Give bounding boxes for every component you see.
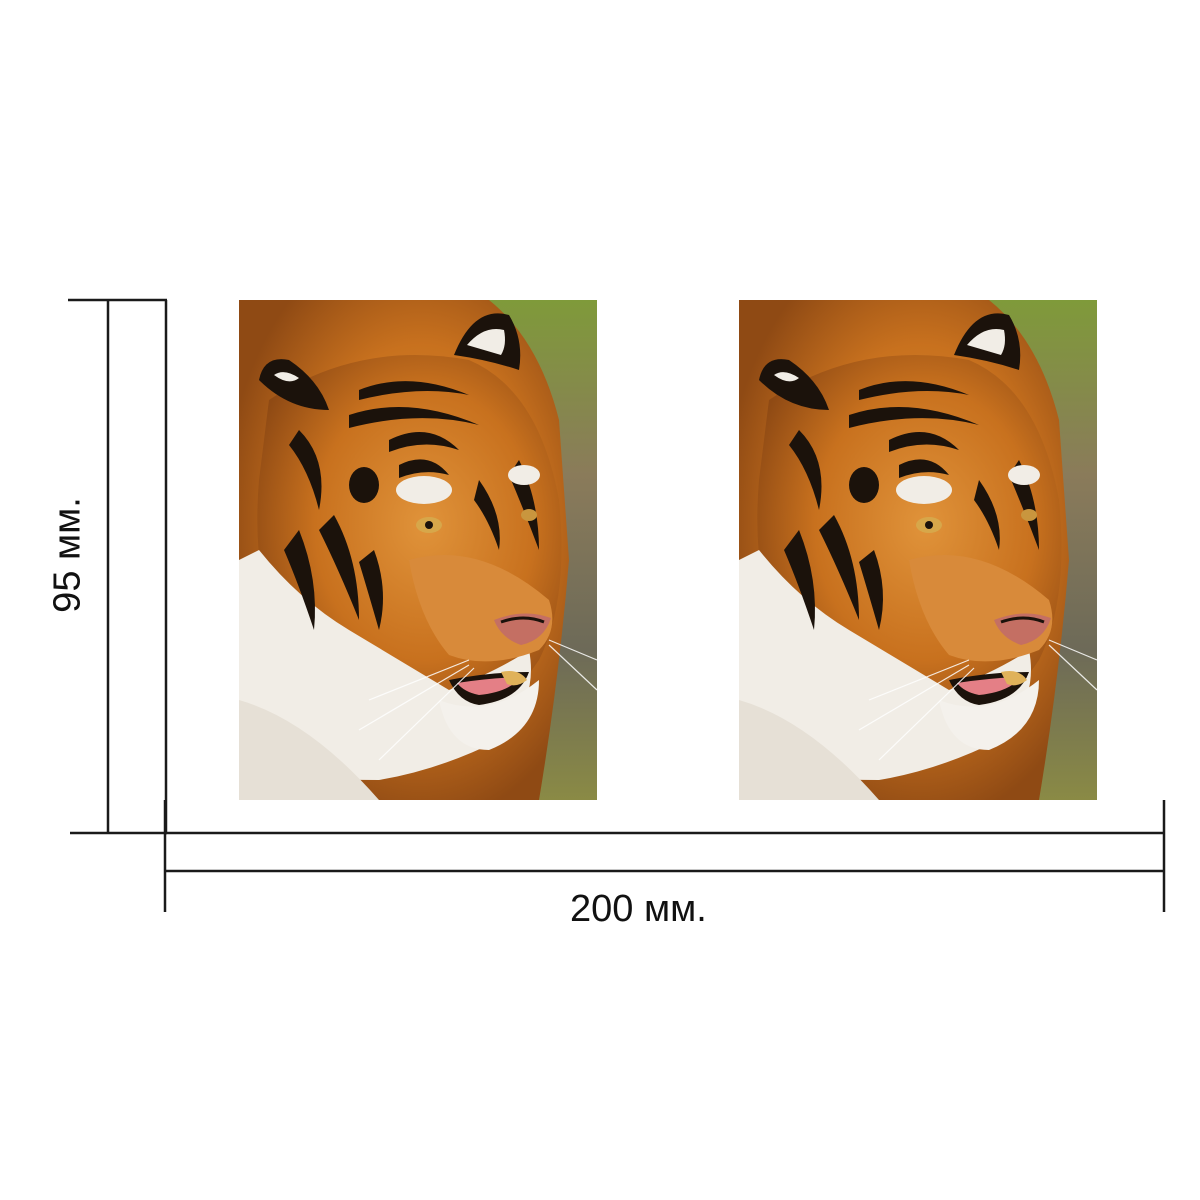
- tiger-photo-left: [239, 300, 597, 800]
- height-label: 95 мм.: [46, 497, 89, 613]
- tiger-illustration: [239, 300, 597, 800]
- width-label: 200 мм.: [570, 888, 707, 930]
- tiger-illustration: [739, 300, 1097, 800]
- tiger-photo-right: [739, 300, 1097, 800]
